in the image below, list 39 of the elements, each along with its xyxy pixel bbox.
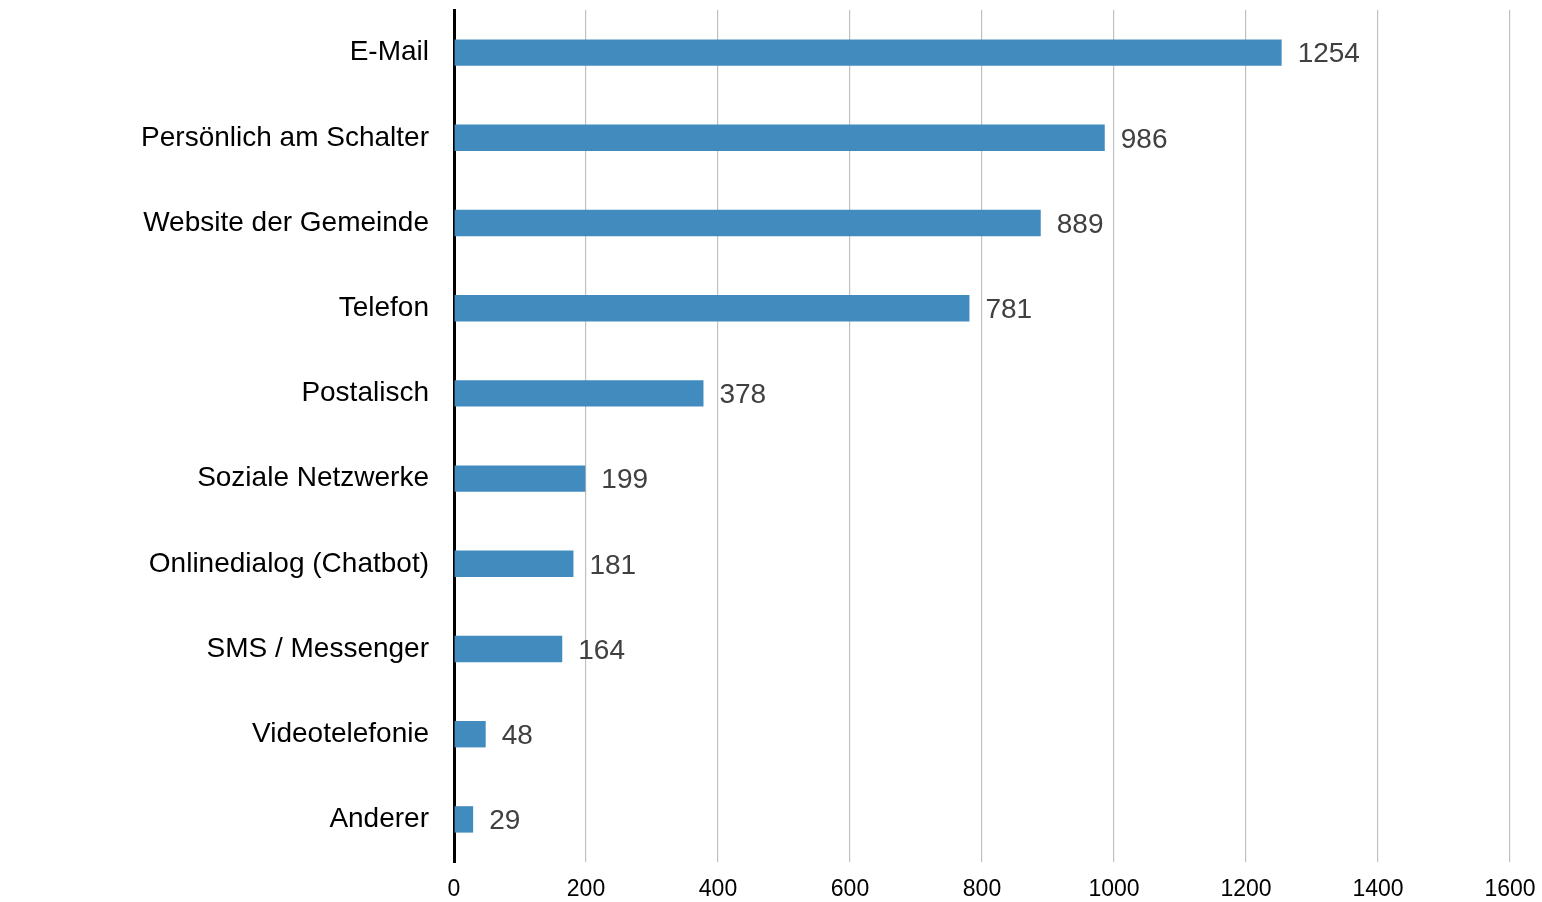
- y-tick-label: Soziale Netzwerke: [197, 461, 429, 493]
- y-tick-label: Onlinedialog (Chatbot): [148, 546, 429, 578]
- bar: [454, 209, 1041, 237]
- bar: [454, 294, 970, 322]
- x-tick-label: 1600: [1484, 875, 1536, 902]
- y-tick-label: E-Mail: [349, 35, 429, 67]
- x-tick-label: 1000: [1088, 875, 1140, 902]
- bar: [454, 124, 1105, 152]
- y-tick-label: Persönlich am Schalter: [141, 120, 429, 152]
- bar: [454, 465, 586, 492]
- x-tick-label: 400: [698, 875, 738, 902]
- x-tick-label: 200: [566, 875, 606, 902]
- data-label: 1254: [1297, 37, 1360, 69]
- data-label: 48: [501, 718, 533, 750]
- x-tick-label: 0: [447, 875, 461, 902]
- y-tick-label: Telefon: [338, 290, 429, 322]
- data-label: 889: [1056, 207, 1104, 239]
- bar: [454, 806, 474, 833]
- y-tick-label: Postalisch: [301, 376, 429, 408]
- data-label: 181: [589, 548, 637, 580]
- x-tick-label: 1400: [1352, 875, 1404, 902]
- bar: [454, 550, 574, 578]
- y-tick-label: Website der Gemeinde: [143, 205, 429, 237]
- data-label: 378: [719, 378, 767, 410]
- data-label: 29: [489, 804, 521, 836]
- y-tick-label: SMS / Messenger: [206, 631, 429, 663]
- data-label: 986: [1120, 122, 1168, 154]
- data-label: 164: [578, 633, 625, 665]
- x-tick-label: 1200: [1220, 875, 1272, 902]
- data-label: 781: [985, 292, 1033, 324]
- x-tick-label: 600: [830, 875, 870, 902]
- bar: [454, 39, 1282, 66]
- bar: [454, 720, 486, 748]
- x-tick-label: 800: [962, 875, 1002, 902]
- y-tick-label: Anderer: [329, 802, 429, 834]
- data-label: 199: [601, 463, 649, 495]
- bar: [454, 380, 704, 407]
- y-tick-label: Videotelefonie: [252, 716, 429, 748]
- bar: [454, 635, 563, 663]
